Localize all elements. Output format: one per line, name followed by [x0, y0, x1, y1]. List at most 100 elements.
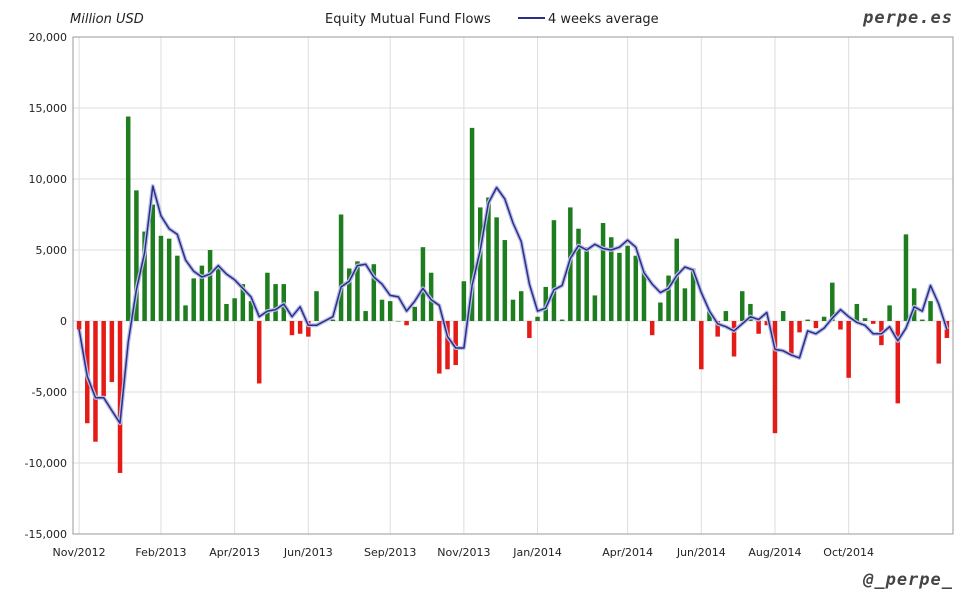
flow-bar [739, 291, 745, 321]
flow-bar [183, 305, 188, 321]
flow-bar [756, 321, 761, 334]
flow-bar [199, 265, 205, 321]
flow-bar [527, 321, 532, 339]
flow-bar [461, 281, 467, 321]
flow-bar [330, 319, 336, 321]
flow-bar [723, 311, 729, 321]
flow-bar [633, 255, 639, 321]
flow-bar [707, 311, 712, 321]
flow-bar [445, 321, 450, 370]
x-tick-label: Apr/2013 [209, 546, 260, 559]
flow-bar [608, 237, 614, 321]
flow-bar [764, 321, 770, 326]
flow-bar [404, 321, 409, 326]
flow-bar [862, 318, 868, 321]
flow-bar [191, 278, 196, 321]
x-tick-label: Aug/2014 [748, 546, 801, 559]
flow-bar [76, 321, 82, 330]
bar-layer [76, 116, 950, 473]
flow-bar [453, 321, 458, 366]
flow-bar [617, 252, 622, 321]
flow-bar [207, 250, 213, 321]
x-tick-label: Sep/2013 [364, 546, 416, 559]
flow-bar [387, 301, 393, 321]
flow-bar [420, 247, 426, 321]
x-tick-label: Jan/2014 [512, 546, 562, 559]
flow-bar [690, 268, 696, 321]
flow-bar [502, 240, 508, 321]
flow-bar [469, 127, 475, 321]
flow-bar [944, 321, 950, 339]
flow-bar [641, 271, 647, 321]
flow-bar [347, 268, 352, 321]
flow-bar [355, 261, 360, 321]
flow-bar [789, 321, 794, 354]
x-tick-label: Nov/2012 [53, 546, 106, 559]
flow-bar [248, 301, 254, 321]
flow-bar [265, 272, 270, 321]
flow-bar [805, 319, 810, 321]
flow-bar [551, 220, 557, 321]
flow-bar [109, 321, 115, 383]
flow-bar [166, 238, 172, 321]
grid-layer [73, 36, 953, 535]
y-tick-label: 15,000 [29, 102, 68, 115]
flow-bar [600, 223, 606, 321]
flow-bar [371, 264, 377, 321]
flow-bar [699, 321, 704, 370]
flow-bar [584, 247, 589, 321]
flow-bar [715, 321, 720, 337]
flow-bar [412, 306, 418, 321]
flow-bar [649, 321, 655, 336]
flow-bar [903, 234, 909, 321]
chart-title: Equity Mutual Fund Flows [325, 12, 491, 27]
flow-bar [821, 316, 827, 321]
flow-bar [797, 321, 802, 333]
flow-bar [240, 284, 246, 321]
flow-bar [478, 207, 483, 321]
line-layer [77, 184, 949, 426]
flow-bar [887, 305, 892, 321]
flow-bar [101, 321, 106, 397]
flow-bar [895, 321, 901, 404]
flow-bar [838, 321, 843, 330]
flow-bar [911, 288, 917, 321]
flow-bar [780, 311, 786, 321]
flow-bar [289, 321, 295, 336]
flow-bar [273, 284, 278, 321]
flow-bar [510, 299, 516, 321]
flow-bar [731, 321, 737, 357]
y-tick-label: -5,000 [32, 386, 67, 399]
flow-bar [813, 321, 819, 329]
flow-bar [363, 311, 368, 321]
flow-bar [150, 204, 156, 321]
flow-bar [854, 303, 860, 321]
flow-bar [437, 321, 442, 374]
y-tick-label: 20,000 [29, 31, 68, 44]
flow-bar [920, 319, 925, 321]
y-tick-label: 0 [60, 315, 67, 328]
flow-bar [666, 275, 671, 321]
flow-bar [175, 255, 180, 321]
flow-bar [559, 319, 565, 321]
x-tick-label: Oct/2014 [823, 546, 874, 559]
flow-bar [117, 321, 123, 473]
flow-bar [379, 299, 385, 321]
flow-bar [134, 190, 139, 321]
flow-bar [142, 231, 147, 321]
flow-bar [870, 321, 876, 324]
flow-bar [928, 301, 933, 321]
flow-bar [625, 245, 630, 321]
x-tick-label: Jun/2013 [283, 546, 333, 559]
x-axis: Nov/2012 Feb/2013 Apr/2013 Jun/2013 Sep/2013… [53, 546, 875, 559]
flow-bar [576, 228, 581, 321]
flow-bar [314, 291, 319, 321]
flow-bar [396, 321, 401, 322]
flow-bar [658, 302, 663, 321]
flow-bar [224, 303, 229, 321]
y-axis: 20,000 15,000 10,000 5,000 0 -5,000 -10,000 -15… [25, 31, 67, 541]
flow-bar [338, 214, 344, 321]
flow-bar [748, 303, 753, 321]
flow-bar [592, 295, 598, 321]
